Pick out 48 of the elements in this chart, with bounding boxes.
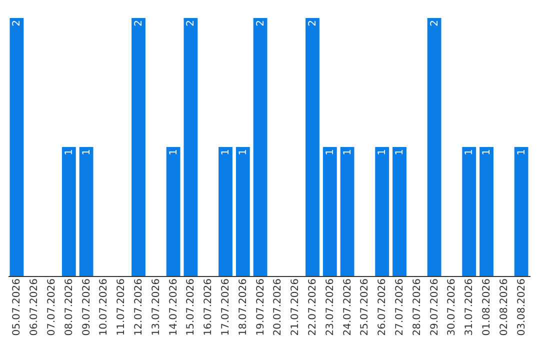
data-label: 1	[342, 149, 354, 156]
x-tick-label: 21.07.2026	[290, 278, 302, 336]
x-tick-label: 13.07.2026	[150, 278, 162, 336]
x-tick-label: 11.07.2026	[116, 278, 128, 336]
x-tick-label: 08.07.2026	[64, 278, 75, 336]
x-tick-label: 26.07.2026	[377, 278, 388, 336]
data-label: 1	[377, 149, 388, 156]
data-label: 1	[168, 149, 180, 156]
x-tick-label: 10.07.2026	[98, 278, 110, 336]
x-tick-label: 12.07.2026	[134, 278, 144, 336]
data-label: 1	[64, 149, 75, 156]
data-label: 2	[429, 20, 440, 26]
x-tick-label: 19.07.2026	[255, 278, 266, 336]
data-label: 1	[394, 149, 406, 156]
x-tick-label: 07.07.2026	[46, 278, 58, 336]
x-tick-label: 24.07.2026	[342, 278, 354, 336]
data-label: 2	[186, 20, 197, 26]
data-label: 1	[482, 149, 492, 156]
data-label: 1	[238, 149, 249, 156]
data-label: 1	[81, 149, 92, 156]
data-label: 1	[516, 149, 528, 156]
data-label: 2	[255, 20, 266, 26]
x-tick-label: 18.07.2026	[238, 278, 249, 336]
x-tick-label: 17.07.2026	[220, 278, 232, 336]
data-label: 2	[134, 20, 144, 26]
x-tick-label: 01.08.2026	[482, 278, 492, 336]
x-tick-label: 14.07.2026	[168, 278, 180, 336]
data-label: 1	[324, 149, 336, 156]
x-tick-label: 31.07.2026	[464, 278, 476, 336]
x-tick-label: 30.07.2026	[446, 278, 458, 336]
data-label: 1	[464, 149, 476, 156]
x-tick-label: 27.07.2026	[394, 278, 406, 336]
data-label: 2	[12, 20, 23, 26]
x-tick-label: 15.07.2026	[186, 278, 197, 336]
x-tick-label: 20.07.2026	[272, 278, 284, 336]
x-tick-label: 28.07.2026	[412, 278, 423, 336]
x-tick-label: 16.07.2026	[203, 278, 214, 336]
x-tick-label: 09.07.2026	[81, 278, 92, 336]
data-label: 1	[220, 149, 232, 156]
x-tick-label: 29.07.2026	[429, 278, 440, 336]
x-tick-label: 05.07.2026	[12, 278, 23, 336]
x-tick-label: 25.07.2026	[360, 278, 371, 336]
x-tick-label: 23.07.2026	[324, 278, 336, 336]
x-tick-label: 06.07.2026	[29, 278, 40, 336]
x-tick-label: 22.07.2026	[308, 278, 318, 336]
data-label: 2	[308, 20, 318, 26]
x-tick-label: 03.08.2026	[516, 278, 528, 336]
x-tick-label: 02.08.2026	[498, 278, 510, 336]
